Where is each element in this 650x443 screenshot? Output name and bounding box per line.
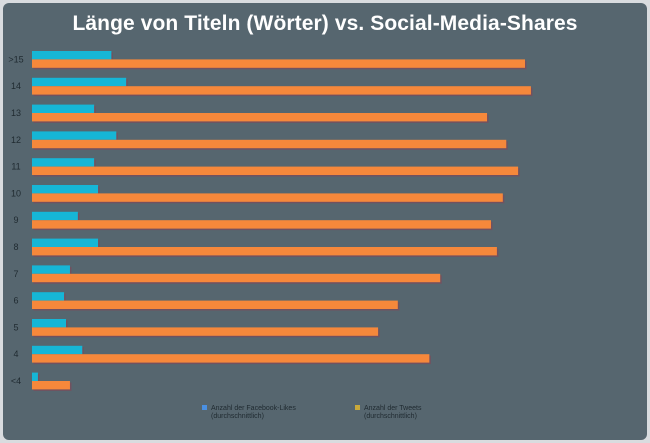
bar-facebook-likes bbox=[32, 238, 99, 247]
category-label: <4 bbox=[11, 376, 21, 386]
bar-facebook-likes bbox=[32, 345, 83, 355]
bar-facebook-likes bbox=[32, 211, 78, 221]
bar-tweets bbox=[32, 247, 497, 256]
legend-label: Anzahl der Facebook-Likes bbox=[211, 405, 296, 412]
bar-facebook-likes bbox=[32, 51, 112, 60]
chart-frame: Länge von Titeln (Wörter) vs. Social-Med… bbox=[3, 3, 647, 440]
bar-tweets bbox=[32, 273, 441, 283]
bar-facebook-likes bbox=[32, 77, 127, 87]
bar-facebook-likes bbox=[32, 185, 99, 194]
bar-tweets bbox=[32, 381, 70, 390]
bar-facebook-likes bbox=[32, 131, 117, 140]
category-label: 12 bbox=[11, 135, 21, 145]
bar-tweets bbox=[32, 139, 507, 149]
category-label: 8 bbox=[13, 242, 18, 252]
category-label: 6 bbox=[13, 296, 18, 306]
category-label: 5 bbox=[13, 322, 18, 332]
legend-swatch bbox=[355, 405, 360, 410]
category-label: 11 bbox=[11, 162, 20, 172]
bar-facebook-likes bbox=[32, 158, 95, 167]
category-label: 9 bbox=[13, 215, 18, 225]
category-label: >15 bbox=[8, 54, 23, 64]
category-label: 13 bbox=[11, 108, 21, 118]
bar-tweets bbox=[32, 193, 503, 202]
legend-label: (durchschnittlich) bbox=[211, 413, 264, 420]
category-label: 14 bbox=[11, 81, 21, 91]
bar-facebook-likes bbox=[32, 319, 67, 328]
bar-tweets bbox=[32, 354, 430, 363]
category-label: 10 bbox=[11, 188, 21, 198]
category-label: 4 bbox=[13, 349, 18, 359]
bar-tweets bbox=[32, 86, 531, 95]
bar-chart: >15 14 13 12 11 10 9 8 7 6 5 4 <4 Anzahl der Facebook… bbox=[8, 51, 533, 420]
bar-facebook-likes bbox=[32, 372, 38, 381]
bar-tweets bbox=[32, 59, 525, 68]
chart-title: Länge von Titeln (Wörter) vs. Social-Med… bbox=[72, 12, 578, 35]
bar-tweets bbox=[32, 327, 379, 336]
category-label: 7 bbox=[13, 269, 18, 279]
bar-tweets bbox=[32, 300, 398, 309]
bar-facebook-likes bbox=[32, 265, 70, 274]
bar-facebook-likes bbox=[32, 292, 65, 301]
bar-tweets bbox=[32, 113, 488, 122]
bar-tweets bbox=[32, 220, 491, 229]
legend-label: (durchschnittlich) bbox=[364, 413, 417, 420]
legend-label: Anzahl der Tweets bbox=[364, 405, 422, 412]
bar-tweets bbox=[32, 166, 519, 175]
legend-swatch bbox=[202, 405, 207, 410]
bar-facebook-likes bbox=[32, 104, 95, 113]
